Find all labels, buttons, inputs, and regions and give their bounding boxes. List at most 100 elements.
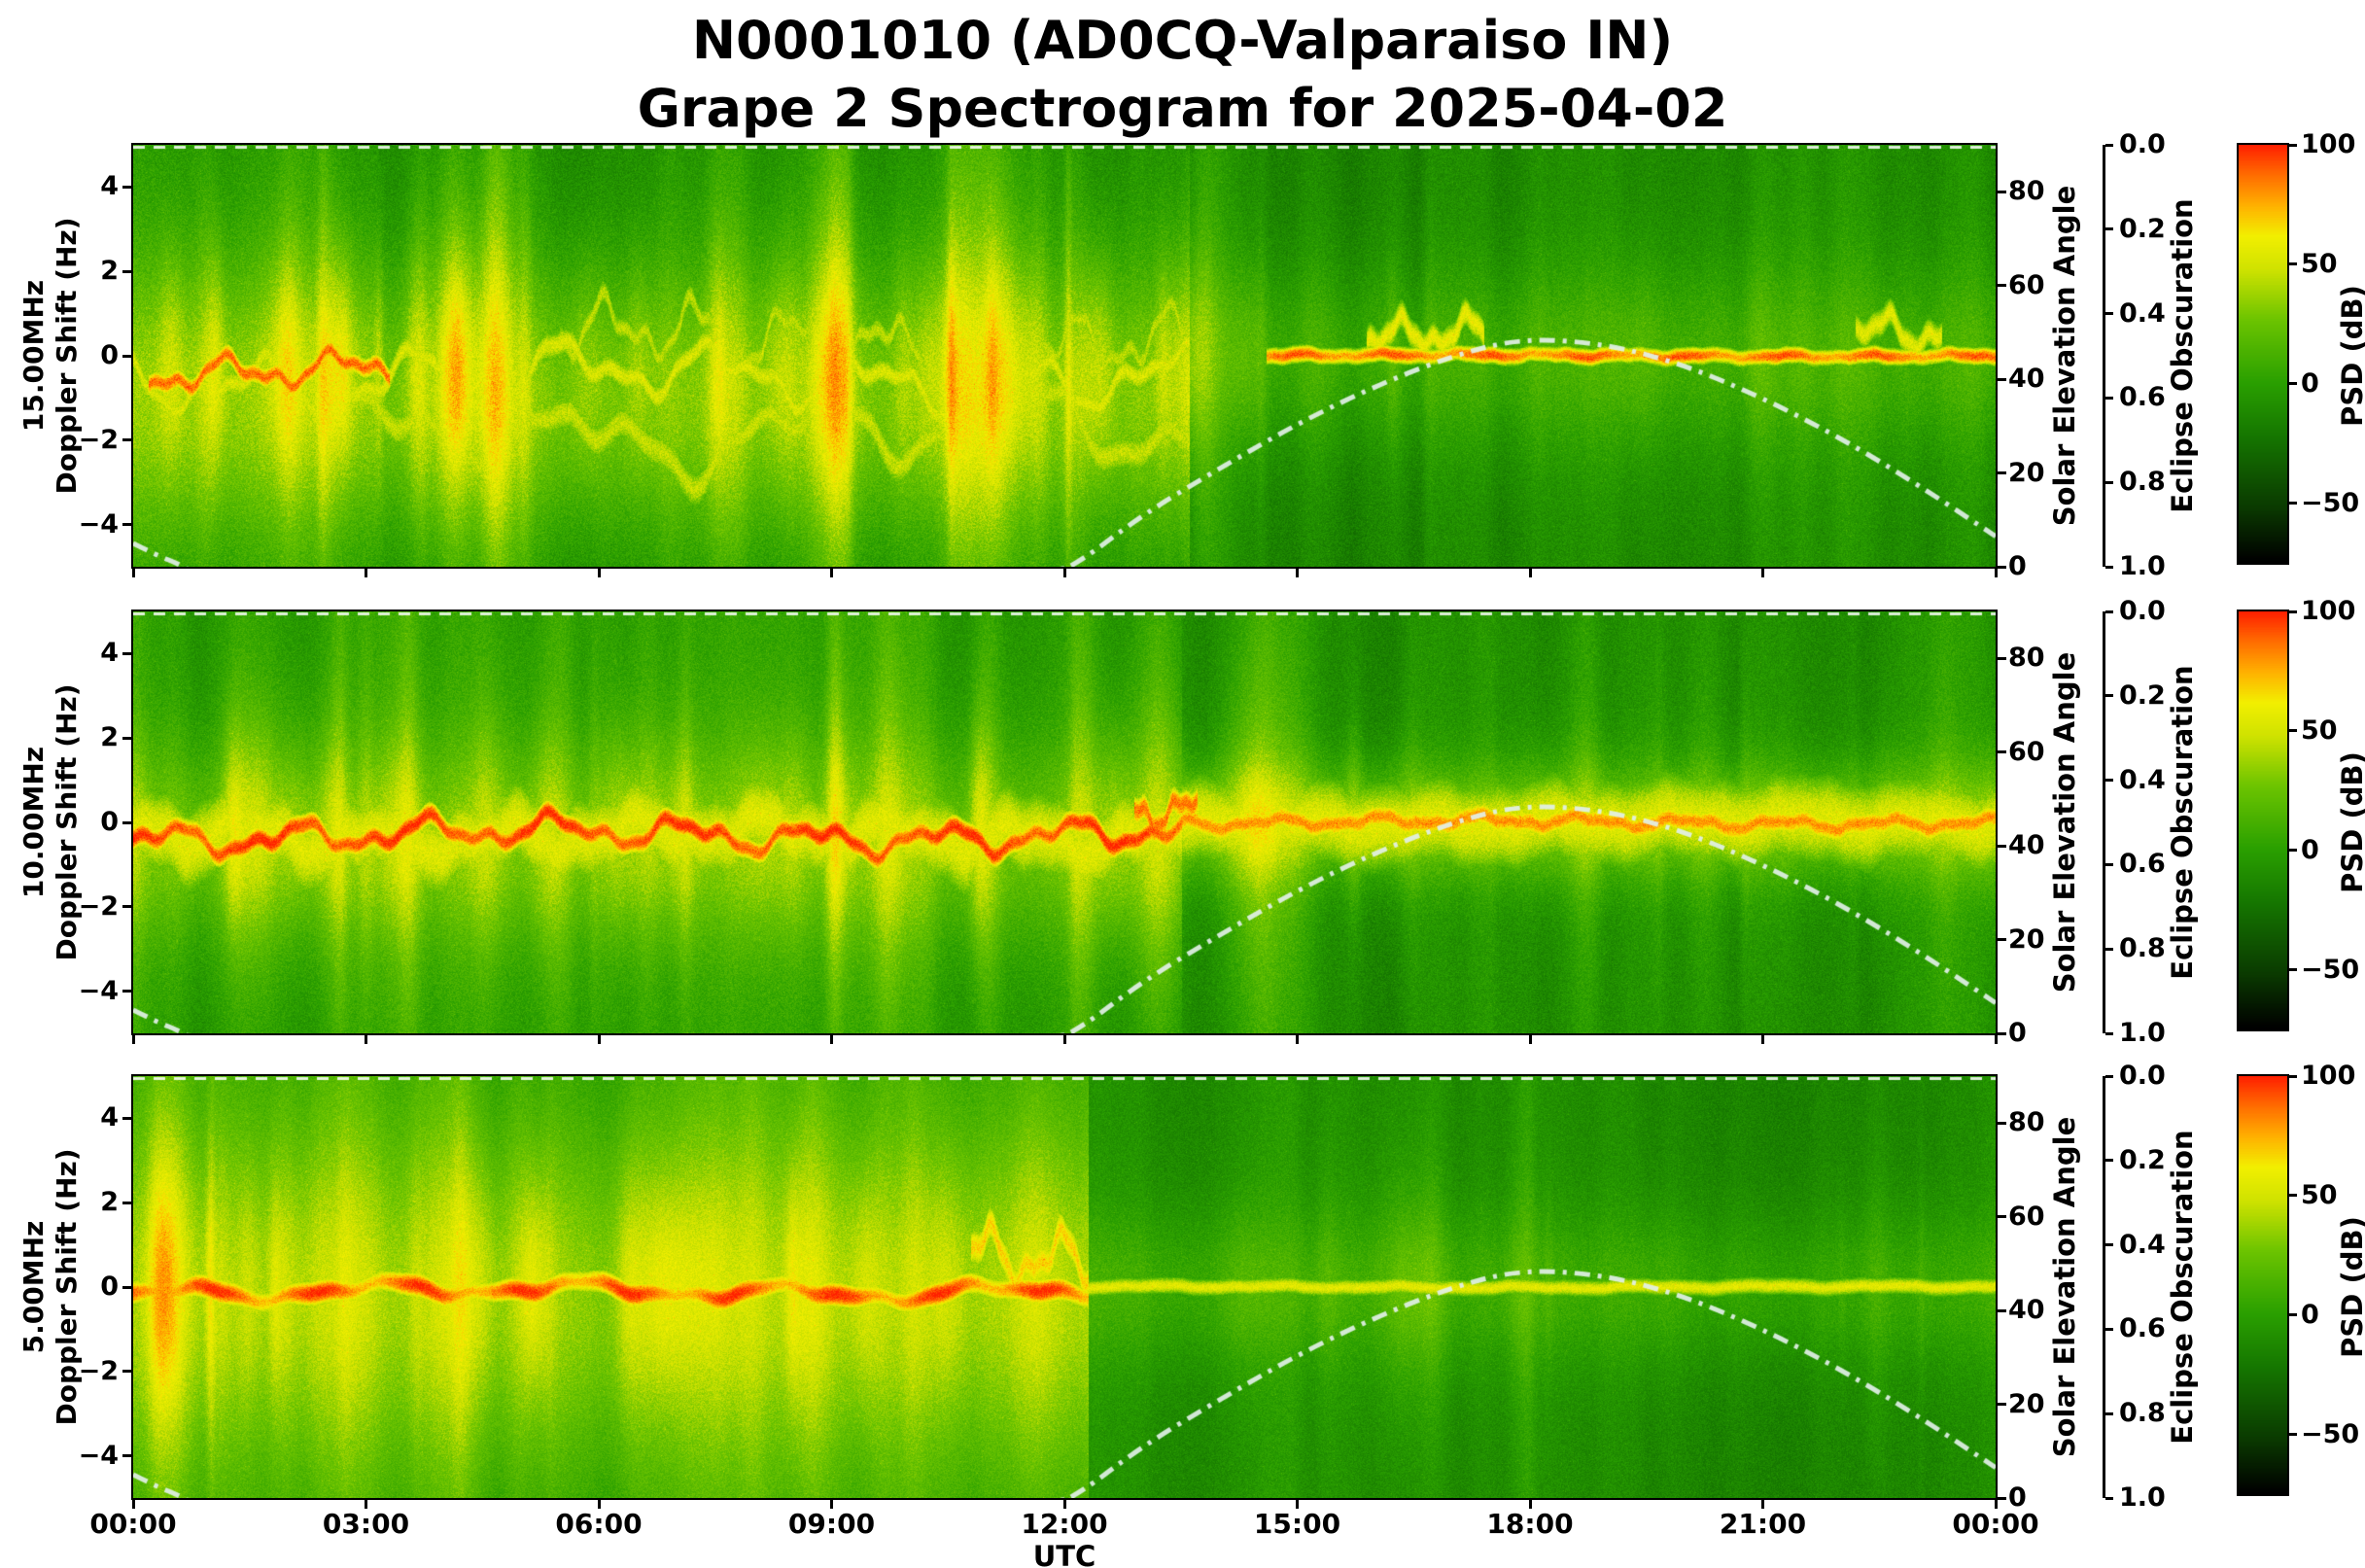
tick-mark	[122, 523, 131, 527]
colorbar-tick-labels: 100 50 0 −50	[2301, 129, 2361, 563]
tick-mark	[1998, 1496, 2006, 1500]
frequency-label: 15.00MHz	[17, 279, 50, 433]
x-tick-label: 09:00	[787, 1508, 876, 1540]
doppler-tick-label: 0	[100, 807, 119, 837]
tick-mark	[2105, 1031, 2113, 1035]
tick-mark	[2105, 227, 2113, 231]
tick-mark	[122, 905, 131, 909]
x-tick-label: 15:00	[1253, 1508, 1341, 1540]
eclipse-tick-label: 1.0	[2119, 551, 2166, 581]
tick-mark	[2105, 312, 2113, 316]
solar-tick-labels: 80 60 40 20 0	[2008, 1076, 2067, 1513]
tick-mark	[122, 990, 131, 993]
figure-title-line1: N0001010 (AD0CQ-Valparaiso IN)	[691, 10, 1674, 71]
solar-tick-label: 80	[2008, 643, 2045, 674]
doppler-tick-label: 4	[100, 1102, 119, 1133]
tick-mark	[365, 1500, 367, 1509]
tick-mark	[2289, 610, 2297, 613]
tick-mark	[2289, 1433, 2297, 1437]
doppler-tick-labels: 4 2 0 −2 −4	[58, 1076, 119, 1498]
tick-mark	[2289, 1313, 2297, 1317]
tick-mark	[1998, 377, 2006, 381]
tick-mark	[597, 1500, 601, 1509]
colorbar-tick-label: 50	[2301, 1179, 2338, 1210]
psd-axis-label: PSD (dB)	[2336, 285, 2365, 427]
tick-mark	[2105, 1496, 2113, 1500]
plot-area	[131, 610, 1998, 1035]
tick-mark	[122, 820, 131, 824]
colorbar-tick-label: 100	[2301, 1061, 2356, 1091]
spectrogram-heatmap-canvas	[133, 145, 1996, 567]
tick-mark	[2105, 779, 2113, 783]
x-tick-label: 06:00	[555, 1508, 643, 1540]
tick-mark	[122, 736, 131, 740]
x-axis-label: UTC	[1032, 1540, 1096, 1568]
eclipse-tick-label: 1.0	[2119, 1482, 2166, 1513]
tick-mark	[597, 569, 601, 577]
tick-mark	[1998, 1403, 2006, 1407]
doppler-tick-label: −4	[78, 975, 119, 1006]
tick-mark	[1761, 569, 1764, 577]
eclipse-axis-label: Eclipse Obscuration	[2166, 665, 2199, 980]
tick-mark	[2105, 1327, 2113, 1331]
eclipse-tick-labels: 0.0 0.2 0.4 0.6 0.8 1.0	[2119, 1061, 2174, 1513]
eclipse-tick-label: 0.0	[2119, 1061, 2166, 1091]
tick-mark	[1062, 1500, 1066, 1509]
colorbar-tick-label: 50	[2301, 714, 2338, 746]
colorbar-tick-label: 0	[2301, 367, 2319, 399]
tick-mark	[1296, 1500, 1299, 1509]
tick-mark	[2289, 968, 2297, 972]
solar-axis-label: Solar Elevation Angle	[2048, 1116, 2081, 1458]
doppler-tick-label: −2	[78, 890, 119, 922]
colorbar-tick-labels: 100 50 0 −50	[2301, 1061, 2361, 1494]
tick-mark	[122, 185, 131, 189]
eclipse-axis-spine	[2103, 611, 2105, 1033]
doppler-tick-label: −4	[78, 508, 119, 540]
eclipse-tick-label: 0.4	[2119, 764, 2166, 795]
eclipse-tick-label: 1.0	[2119, 1018, 2166, 1048]
tick-mark	[1998, 1031, 2006, 1035]
doppler-tick-label: −2	[78, 1355, 119, 1386]
doppler-tick-label: 0	[100, 1272, 119, 1302]
tick-mark	[122, 1201, 131, 1204]
solar-tick-label: 40	[2008, 830, 2045, 861]
tick-mark	[2289, 1074, 2297, 1078]
tick-mark	[2289, 502, 2297, 505]
colorbar-tick-label: 100	[2301, 596, 2356, 626]
solar-tick-label: 80	[2008, 176, 2045, 207]
tick-mark	[122, 354, 131, 358]
tick-mark	[1062, 1035, 1066, 1044]
x-tick-label: 00:00	[1952, 1508, 2039, 1540]
solar-tick-label: 20	[2008, 923, 2045, 955]
tick-mark	[2105, 1243, 2113, 1247]
doppler-tick-label: −2	[78, 424, 119, 455]
x-axis-tick-labels: 00:00 03:00 06:00 09:00 12:00 15:00 18:00 21:00…	[0, 1508, 2365, 1541]
spectrogram-panel-10mhz: 10.00MHz Doppler Shift (Hz) 4 2 0 −2 −4 80 60…	[0, 596, 2365, 1048]
eclipse-axis-spine	[2103, 145, 2105, 567]
tick-mark	[1296, 1035, 1299, 1044]
tick-mark	[2105, 1411, 2113, 1415]
figure-title-line2: Grape 2 Spectrogram for 2025-04-02	[637, 78, 1728, 139]
solar-tick-label: 20	[2008, 457, 2045, 488]
colorbar-gradient	[2239, 145, 2287, 563]
tick-mark	[1528, 569, 1532, 577]
eclipse-tick-labels: 0.0 0.2 0.4 0.6 0.8 1.0	[2119, 596, 2174, 1048]
eclipse-tick-label: 0.6	[2119, 849, 2166, 880]
solar-axis-label: Solar Elevation Angle	[2048, 185, 2081, 527]
doppler-tick-labels: 4 2 0 −2 −4	[58, 145, 119, 567]
tick-mark	[2105, 143, 2113, 147]
solar-tick-label: 80	[2008, 1107, 2045, 1138]
doppler-tick-label: −4	[78, 1440, 119, 1471]
tick-mark	[2105, 610, 2113, 613]
eclipse-tick-label: 0.4	[2119, 297, 2166, 329]
tick-mark	[122, 1370, 131, 1374]
solar-tick-label: 40	[2008, 364, 2045, 395]
tick-mark	[122, 438, 131, 442]
tick-mark	[122, 269, 131, 273]
solar-tick-labels: 80 60 40 20 0	[2008, 145, 2067, 581]
tick-mark	[2105, 862, 2113, 866]
solar-axis-label: Solar Elevation Angle	[2048, 651, 2081, 993]
doppler-tick-label: 2	[100, 722, 119, 753]
tick-mark	[1998, 844, 2006, 848]
